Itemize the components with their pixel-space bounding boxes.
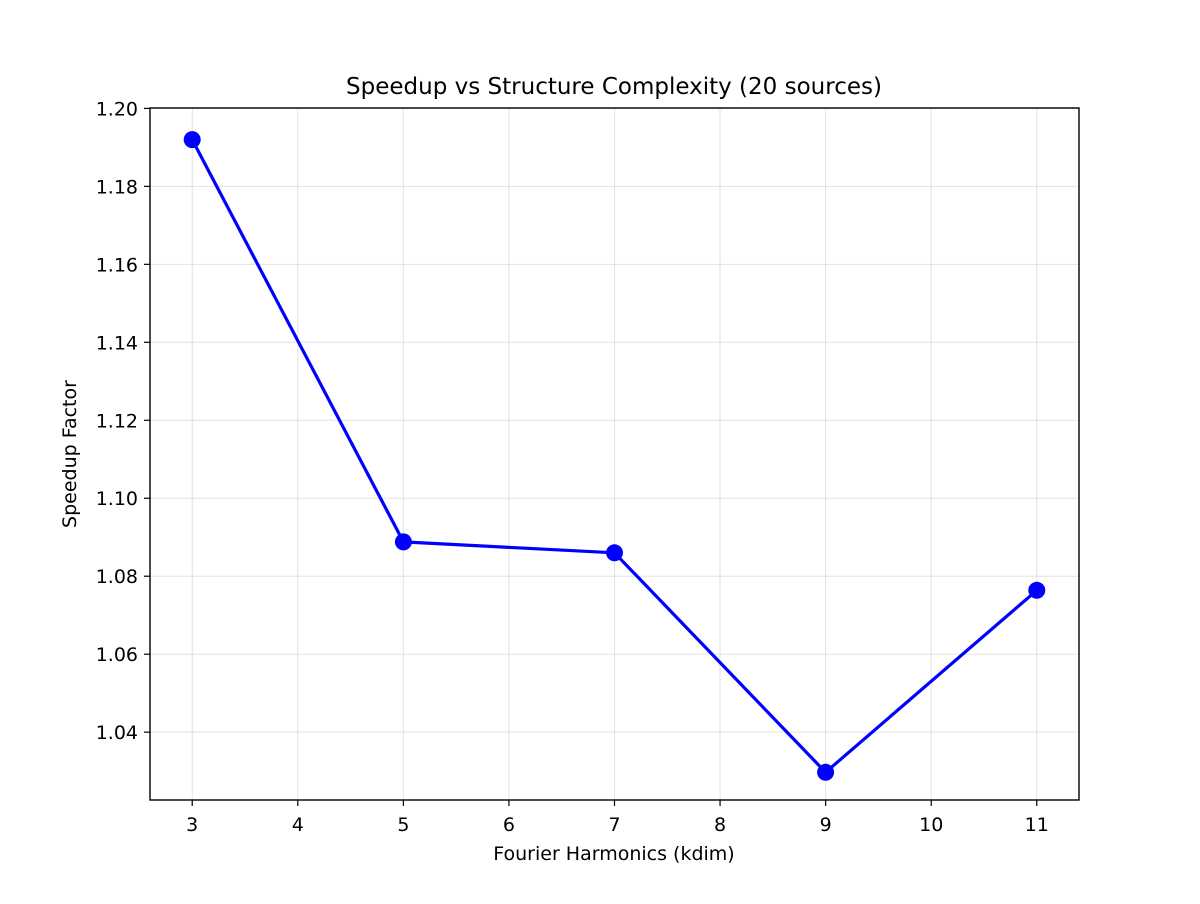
y-tick-label: 1.06 [96, 644, 138, 666]
data-point [1028, 581, 1046, 599]
x-tick-label: 5 [397, 814, 409, 836]
y-tick-label: 1.20 [96, 98, 138, 120]
x-tick-label: 6 [503, 814, 515, 836]
axis-ticks: 3 4 5 6 7 8 9 10 11 1.04 1.06 1.08 1.10 1.12 1.14 1.16 1… [96, 98, 1049, 836]
series-group [183, 131, 1046, 781]
x-tick-label: 11 [1025, 814, 1049, 836]
y-tick-label: 1.14 [96, 332, 138, 354]
y-tick-label: 1.08 [96, 566, 138, 588]
y-tick-label: 1.10 [96, 488, 138, 510]
data-point [606, 544, 623, 562]
y-tick-label: 1.04 [96, 722, 138, 744]
data-point [183, 131, 201, 149]
grid [150, 107, 1079, 800]
x-tick-label: 9 [820, 814, 832, 836]
y-tick-label: 1.18 [96, 176, 138, 198]
x-tick-label: 3 [186, 814, 198, 836]
chart-title: Speedup vs Structure Complexity (20 sour… [346, 74, 882, 100]
x-tick-label: 8 [714, 814, 726, 836]
x-tick-label: 7 [608, 814, 620, 836]
y-tick-label: 1.16 [96, 254, 138, 276]
x-tick-label: 10 [919, 814, 943, 836]
data-point [394, 533, 412, 551]
x-axis-label: Fourier Harmonics (kdim) [493, 843, 734, 865]
y-tick-label: 1.12 [96, 410, 138, 432]
x-tick-label: 4 [292, 814, 304, 836]
y-axis-label: Speedup Factor [59, 380, 81, 528]
data-point [817, 763, 835, 781]
